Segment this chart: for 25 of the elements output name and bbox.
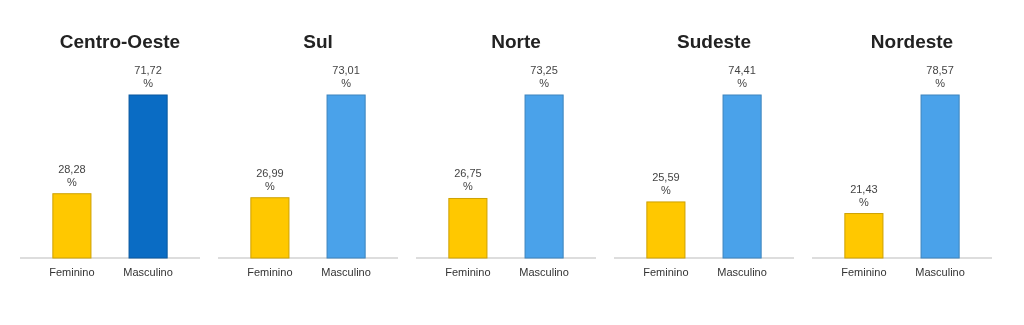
data-label: 28,28 %: [58, 162, 86, 188]
x-tick-label: Feminino: [49, 266, 95, 278]
data-label: 21,43 %: [850, 182, 878, 208]
chart-title: Norte: [491, 31, 541, 52]
x-tick-label: Feminino: [841, 266, 887, 278]
x-tick-label: Masculino: [519, 266, 569, 278]
data-label: 71,72 %: [134, 64, 162, 89]
data-label: 25,59 %: [652, 170, 680, 196]
data-label: 26,75 %: [454, 167, 482, 193]
x-tick-label: Masculino: [321, 266, 371, 278]
x-tick-label: Masculino: [717, 266, 767, 278]
x-tick-label: Masculino: [915, 266, 965, 278]
data-label: 78,57 %: [926, 64, 954, 89]
chart-title: Nordeste: [870, 31, 954, 52]
chart-title: Centro-Oeste: [59, 31, 181, 52]
x-tick-label: Feminino: [643, 266, 689, 278]
chart-title: Sul: [303, 31, 333, 52]
data-label: 73,01 %: [332, 64, 360, 89]
data-label: 74,41 %: [728, 64, 756, 89]
x-tick-label: Masculino: [123, 266, 173, 278]
chart-title: Sudeste: [677, 31, 751, 52]
data-label: 26,99 %: [256, 166, 284, 192]
data-label: 73,25 %: [530, 64, 558, 89]
x-tick-label: Feminino: [445, 266, 491, 278]
x-tick-label: Feminino: [247, 266, 293, 278]
